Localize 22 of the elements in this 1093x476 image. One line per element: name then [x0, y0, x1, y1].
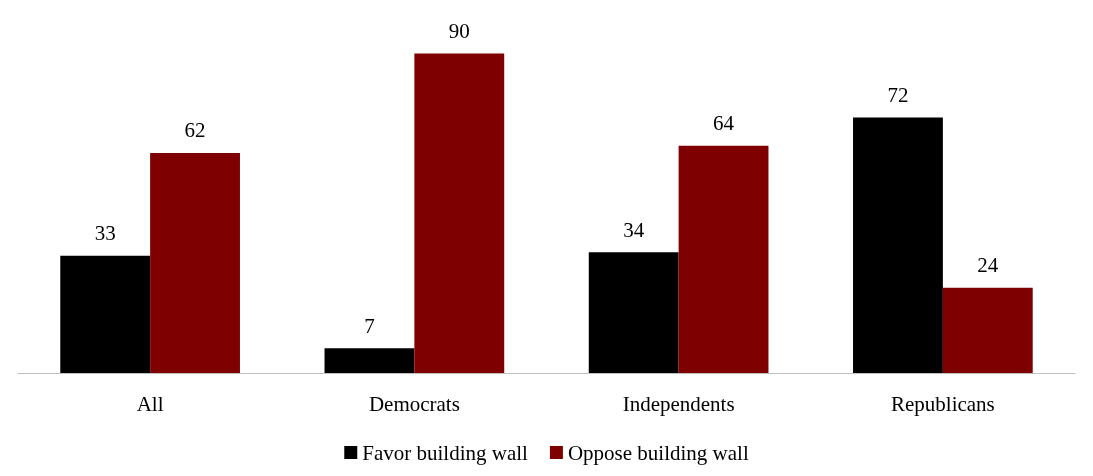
- data-label: 62: [184, 118, 206, 143]
- bar: [942, 287, 1033, 373]
- bar: [414, 53, 505, 373]
- data-label: 7: [364, 313, 375, 338]
- data-label: 33: [94, 221, 116, 246]
- bar: [588, 252, 679, 373]
- x-tick-label: Republicans: [890, 391, 995, 416]
- x-tick-label: Democrats: [368, 391, 460, 416]
- data-label: 64: [713, 111, 735, 136]
- bar: [150, 152, 240, 373]
- data-label: 34: [623, 217, 645, 242]
- data-label: 24: [977, 253, 999, 278]
- bar: [60, 255, 151, 373]
- data-label: 90: [448, 19, 470, 43]
- legend-label: Oppose building wall: [567, 440, 749, 465]
- bar: [853, 117, 943, 373]
- x-tick-label: All: [136, 391, 164, 416]
- bar: [678, 145, 769, 373]
- x-tick-label: Independents: [622, 391, 735, 416]
- bar: [324, 348, 415, 373]
- legend-label: Favor building wall: [362, 440, 529, 465]
- data-label: 72: [887, 82, 909, 107]
